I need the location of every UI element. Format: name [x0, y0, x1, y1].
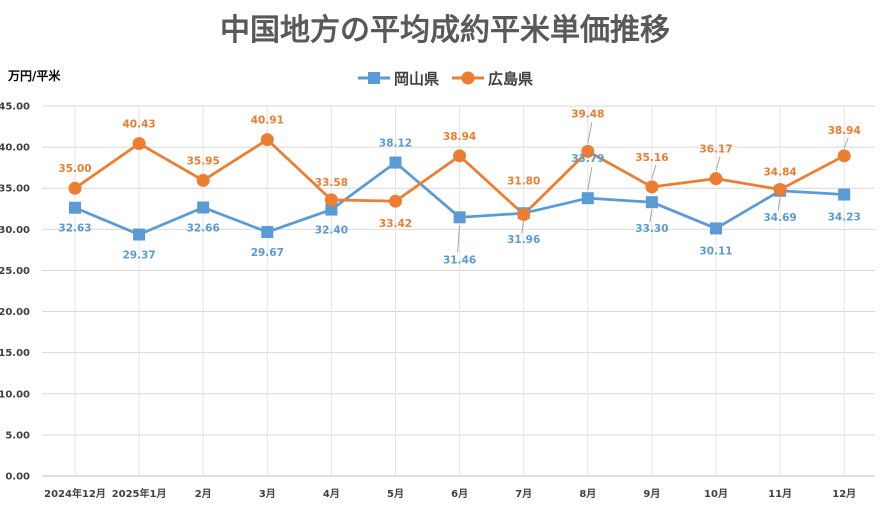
data-point-hiroshima [837, 149, 851, 163]
data-label-okayama: 32.40 [315, 225, 348, 237]
data-label-okayama: 32.66 [187, 222, 220, 234]
x-axis-tick-labels: 2024年12月 2025年1月 2月 3月 4月 5月 6月 7月 8月 9月 10月 11月 12月 [44, 487, 856, 500]
y-tick-label: 40.00 [0, 143, 30, 154]
data-point-okayama [197, 201, 210, 214]
data-label-leader-line [587, 167, 593, 191]
data-point-hiroshima [517, 208, 531, 222]
data-label-leader-line [521, 220, 525, 234]
y-axis-tick-labels: 0.00 5.00 10.00 15.00 20.00 25.00 30.00 35.00 40… [0, 102, 30, 483]
legend-item-hiroshima: 広島県 [452, 70, 533, 88]
x-tick-label: 4月 [323, 488, 340, 500]
x-tick-label: 12月 [832, 488, 856, 500]
x-tick-label: 10月 [704, 488, 728, 500]
data-label-leader-line [649, 209, 653, 223]
data-label-hiroshima: 39.48 [571, 108, 604, 120]
y-tick-label: 25.00 [0, 266, 30, 277]
data-label-hiroshima: 33.42 [379, 218, 412, 230]
data-label-okayama: 31.46 [443, 254, 476, 266]
y-tick-label: 10.00 [0, 389, 30, 400]
x-tick-label: 2月 [195, 488, 212, 500]
data-label-okayama: 33.30 [635, 223, 668, 235]
data-point-okayama [838, 188, 851, 201]
data-point-hiroshima [773, 183, 787, 197]
data-label-hiroshima: 31.80 [507, 176, 540, 188]
y-tick-label: 20.00 [0, 307, 30, 318]
data-label-okayama: 30.11 [699, 245, 732, 257]
x-tick-label: 2024年12月 [44, 487, 106, 500]
legend-item-okayama: 岡山県 [358, 70, 439, 88]
y-tick-label: 15.00 [0, 348, 30, 359]
data-label-okayama: 32.63 [58, 223, 91, 235]
data-label-hiroshima: 33.58 [315, 177, 348, 189]
data-point-okayama [261, 226, 274, 239]
data-label-leader-line [587, 122, 593, 144]
data-label-hiroshima: 35.95 [187, 155, 220, 167]
gridlines [42, 105, 875, 477]
data-label-leader-line [715, 156, 721, 171]
data-label-hiroshima: 38.94 [828, 125, 861, 137]
chart-title: 中国地方の平均成約平米単価推移 [220, 13, 670, 48]
legend-label-okayama: 岡山県 [394, 70, 439, 88]
data-point-hiroshima [389, 194, 402, 208]
data-point-okayama [325, 203, 338, 216]
y-tick-label: 30.00 [0, 225, 30, 236]
x-tick-label: 3月 [259, 488, 276, 500]
data-point-okayama [69, 201, 81, 214]
data-point-hiroshima [709, 172, 723, 186]
data-label-okayama: 29.67 [251, 247, 284, 259]
y-tick-label: 35.00 [0, 184, 30, 195]
y-tick-label: 0.00 [5, 472, 30, 483]
data-point-hiroshima [260, 133, 274, 147]
x-tick-label: 7月 [515, 488, 532, 500]
data-point-hiroshima [645, 180, 659, 194]
data-label-okayama: 38.12 [379, 138, 412, 150]
x-tick-label: 5月 [387, 488, 404, 500]
data-label-hiroshima: 40.91 [251, 115, 284, 127]
data-label-hiroshima: 36.17 [699, 144, 732, 156]
data-label-okayama: 34.23 [828, 212, 861, 224]
data-label-okayama: 34.69 [763, 212, 796, 224]
data-point-okayama [645, 196, 658, 209]
data-label-hiroshima: 35.00 [58, 163, 91, 175]
data-point-hiroshima [68, 181, 82, 195]
data-label-leader-line [651, 164, 657, 180]
data-point-okayama [389, 156, 402, 169]
data-point-hiroshima [196, 173, 210, 187]
data-point-hiroshima [132, 137, 146, 151]
data-point-okayama [133, 228, 146, 241]
data-labels-layer: 32.63 29.37 32.66 29.67 32.40 38.12 31.46 31.96… [58, 108, 860, 266]
data-label-okayama: 33.79 [571, 153, 604, 165]
data-label-leader-line [457, 225, 461, 253]
data-point-okayama [453, 211, 466, 224]
data-label-hiroshima: 34.84 [763, 167, 796, 179]
x-tick-label: 8月 [579, 488, 596, 500]
data-label-okayama: 29.37 [122, 250, 155, 262]
data-label-leader-line [843, 137, 849, 149]
data-label-hiroshima: 40.43 [122, 119, 155, 131]
x-tick-label: 6月 [451, 488, 468, 500]
data-point-hiroshima [581, 144, 595, 158]
x-tick-label: 2025年1月 [112, 487, 167, 500]
series-layer [68, 133, 851, 241]
y-tick-label: 45.00 [0, 102, 30, 113]
legend-marker-hiroshima [461, 71, 475, 85]
legend: 岡山県 広島県 [358, 70, 533, 88]
y-axis-unit-label: 万円/平米 [7, 68, 61, 83]
data-label-okayama: 31.96 [507, 234, 540, 246]
data-point-hiroshima [324, 193, 338, 207]
legend-label-hiroshima: 広島県 [488, 70, 533, 88]
data-label-leader-line [777, 197, 781, 211]
y-tick-label: 5.00 [5, 430, 30, 441]
x-tick-label: 11月 [768, 488, 792, 500]
data-point-okayama [710, 222, 722, 235]
data-point-hiroshima [453, 149, 467, 163]
legend-marker-okayama [368, 72, 380, 84]
x-tick-label: 9月 [643, 488, 660, 500]
data-label-hiroshima: 35.16 [635, 152, 668, 164]
data-point-okayama [581, 192, 594, 205]
data-label-hiroshima: 38.94 [443, 131, 476, 143]
